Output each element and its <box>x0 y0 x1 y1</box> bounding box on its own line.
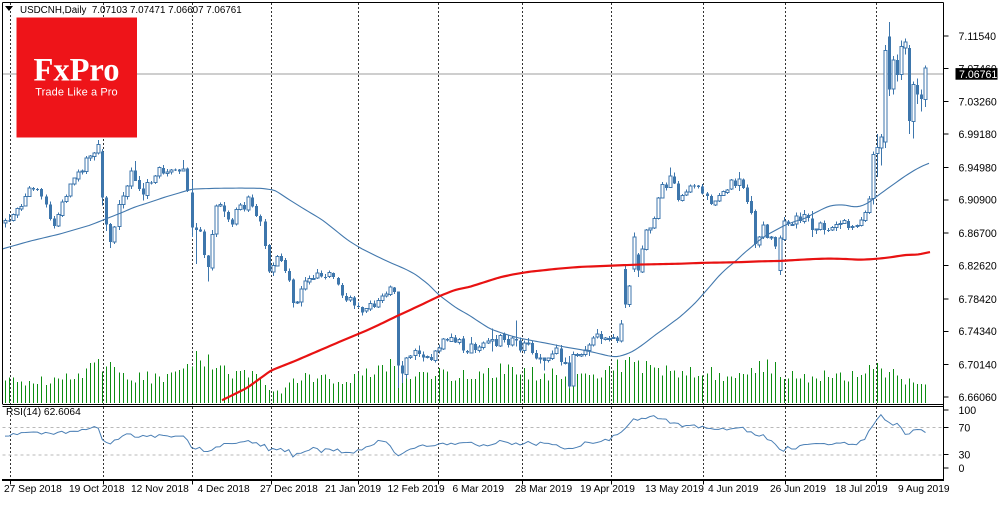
svg-text:6.90900: 6.90900 <box>959 195 997 207</box>
svg-text:6.94980: 6.94980 <box>959 162 997 174</box>
svg-text:13 May 2019: 13 May 2019 <box>645 484 704 495</box>
svg-text:27 Sep 2018: 27 Sep 2018 <box>4 484 62 495</box>
svg-text:27 Dec 2018: 27 Dec 2018 <box>260 484 318 495</box>
svg-text:100: 100 <box>959 405 977 417</box>
svg-text:12 Nov 2018: 12 Nov 2018 <box>131 484 189 495</box>
svg-text:9 Aug 2019: 9 Aug 2019 <box>898 484 950 495</box>
svg-text:6.66060: 6.66060 <box>959 392 997 404</box>
svg-text:7.07460: 7.07460 <box>959 63 997 75</box>
svg-text:6 Mar 2019: 6 Mar 2019 <box>453 484 505 495</box>
svg-text:RSI(14) 62.6064: RSI(14) 62.6064 <box>6 407 81 418</box>
svg-text:6.70140: 6.70140 <box>959 360 997 372</box>
svg-text:19 Oct 2018: 19 Oct 2018 <box>69 484 125 495</box>
svg-text:6.86700: 6.86700 <box>959 228 997 240</box>
svg-text:7.11540: 7.11540 <box>959 31 997 43</box>
svg-text:Trade Like a Pro: Trade Like a Pro <box>35 87 118 99</box>
svg-text:19 Apr 2019: 19 Apr 2019 <box>580 484 635 495</box>
svg-text:70: 70 <box>959 423 971 435</box>
svg-text:18 Jul 2019: 18 Jul 2019 <box>835 484 888 495</box>
svg-text:0: 0 <box>959 463 965 475</box>
svg-text:4 Jun 2019: 4 Jun 2019 <box>708 484 759 495</box>
svg-text:7.06761: 7.06761 <box>959 69 997 81</box>
svg-text:12 Feb 2019: 12 Feb 2019 <box>388 484 446 495</box>
svg-text:7.03260: 7.03260 <box>959 97 997 109</box>
svg-text:28 Mar 2019: 28 Mar 2019 <box>515 484 573 495</box>
svg-text:4 Dec 2018: 4 Dec 2018 <box>198 484 250 495</box>
svg-text:USDCNH,Daily 7.07103 7.07471: USDCNH,Daily 7.07103 7.07471 7.06607 7.0… <box>20 5 242 16</box>
svg-text:26 Jun 2019: 26 Jun 2019 <box>770 484 826 495</box>
svg-text:6.74340: 6.74340 <box>959 326 997 338</box>
svg-text:30: 30 <box>959 450 971 462</box>
svg-text:6.82620: 6.82620 <box>959 261 997 273</box>
svg-text:FxPro: FxPro <box>33 53 119 89</box>
svg-text:21 Jan 2019: 21 Jan 2019 <box>325 484 381 495</box>
svg-text:6.99180: 6.99180 <box>959 129 997 141</box>
svg-text:6.78420: 6.78420 <box>959 294 997 306</box>
